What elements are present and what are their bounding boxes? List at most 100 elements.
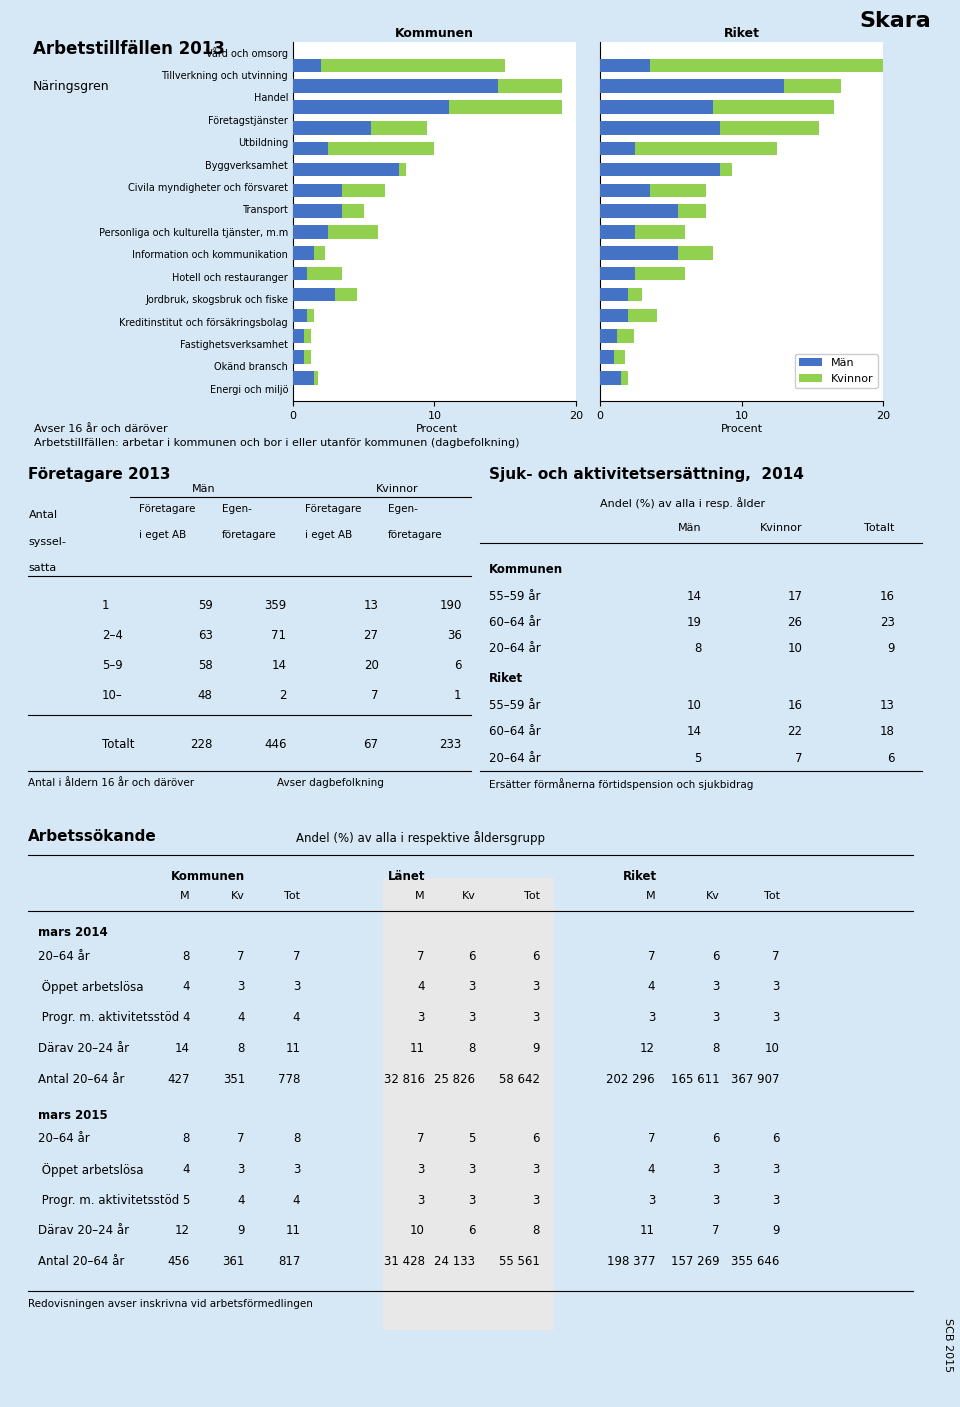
Text: Därav 20–24 år: Därav 20–24 år [37,1224,129,1237]
Text: 3: 3 [772,1193,780,1207]
Text: 3: 3 [418,1012,424,1024]
Bar [399,163,406,176]
Text: M: M [415,891,424,900]
Text: Antal i åldern 16 år och däröver: Antal i åldern 16 år och däröver [29,778,195,788]
Bar [628,288,642,301]
Text: 8: 8 [182,1131,190,1145]
Text: Arbetssökande: Arbetssökande [29,829,157,844]
Text: Kvinnor: Kvinnor [760,523,803,533]
Text: 60–64 år: 60–64 år [490,616,541,629]
Bar [600,329,617,343]
Text: 2: 2 [279,689,286,702]
Bar [636,142,777,155]
Text: 3: 3 [238,981,245,993]
Text: 7: 7 [372,689,378,702]
Text: 6: 6 [712,950,720,962]
Text: 456: 456 [167,1255,190,1268]
Text: Civila myndigheter och försvaret: Civila myndigheter och försvaret [128,183,288,193]
Bar [293,59,321,72]
Text: 16: 16 [787,699,803,712]
Text: Arbetstillfällen 2013: Arbetstillfällen 2013 [33,41,225,58]
Text: 58: 58 [198,658,213,673]
Bar [314,246,325,260]
Text: 202 296: 202 296 [607,1074,655,1086]
Text: 8: 8 [533,1224,540,1237]
Text: 11: 11 [640,1224,655,1237]
Text: Antal: Antal [29,511,58,521]
Text: Utbildning: Utbildning [238,138,288,148]
Text: 778: 778 [277,1074,300,1086]
Text: 228: 228 [190,739,213,751]
Text: 10: 10 [788,643,803,656]
Text: Andel (%) av alla i resp. ålder: Andel (%) av alla i resp. ålder [600,497,765,509]
Text: 31 428: 31 428 [384,1255,424,1268]
Text: 3: 3 [772,1162,780,1176]
Text: 13: 13 [880,699,895,712]
Text: 13: 13 [364,599,378,612]
Text: 1: 1 [454,689,462,702]
Text: 55 561: 55 561 [499,1255,540,1268]
Text: Kvinnor: Kvinnor [375,484,419,494]
Text: Personliga och kulturella tjänster, m.m: Personliga och kulturella tjänster, m.m [99,228,288,238]
Text: 4: 4 [237,1193,245,1207]
Text: Information och kommunikation: Information och kommunikation [132,250,288,260]
Text: 3: 3 [468,1012,475,1024]
Text: Män: Män [678,523,701,533]
Text: 10: 10 [686,699,701,712]
Bar [600,225,636,239]
Text: 20–64 år: 20–64 år [490,643,541,656]
Text: 63: 63 [198,629,213,642]
Bar [600,371,621,384]
Text: Kommunen: Kommunen [490,563,564,575]
Text: Företagare 2013: Företagare 2013 [29,467,171,483]
Text: Länet: Länet [388,870,425,884]
Text: 361: 361 [223,1255,245,1268]
Text: 4: 4 [237,1012,245,1024]
Text: 59: 59 [198,599,213,612]
Bar [600,267,636,280]
Text: 355 646: 355 646 [732,1255,780,1268]
Text: 3: 3 [533,1162,540,1176]
Text: 7: 7 [648,1131,655,1145]
Text: 6: 6 [468,950,475,962]
Bar [383,878,554,1330]
Text: 5: 5 [694,751,701,764]
Text: 7: 7 [418,950,424,962]
Bar [328,225,377,239]
Text: Företagstjänster: Företagstjänster [208,115,288,125]
Text: 190: 190 [439,599,462,612]
Text: 10: 10 [410,1224,424,1237]
Text: 3: 3 [648,1012,655,1024]
Bar [343,183,385,197]
Bar [600,79,784,93]
Text: 20–64 år: 20–64 år [37,1131,89,1145]
Text: 5–9: 5–9 [102,658,123,673]
Bar [304,350,311,364]
Text: 3: 3 [418,1162,424,1176]
Text: 19: 19 [686,616,701,629]
Bar [600,308,628,322]
Text: M: M [180,891,190,900]
Text: 26: 26 [787,616,803,629]
Text: 14: 14 [272,658,286,673]
Text: 4: 4 [648,1162,655,1176]
Text: 3: 3 [712,1193,720,1207]
Text: 5: 5 [468,1131,475,1145]
Text: 17: 17 [787,590,803,602]
Text: 9: 9 [237,1224,245,1237]
Text: 7: 7 [237,1131,245,1145]
Text: Näringsgren: Näringsgren [33,80,109,93]
Text: 14: 14 [686,590,701,602]
Text: 25 826: 25 826 [434,1074,475,1086]
Text: 18: 18 [880,725,895,739]
Text: Ersätter förmånerna förtidspension och sjukbidrag: Ersätter förmånerna förtidspension och s… [490,778,754,789]
Text: 12: 12 [640,1043,655,1055]
Text: 3: 3 [533,1193,540,1207]
Text: 4: 4 [293,1193,300,1207]
Text: 4: 4 [182,981,190,993]
Text: Avser 16 år och däröver: Avser 16 år och däröver [34,424,167,433]
Text: Kv: Kv [462,891,475,900]
Text: satta: satta [29,563,57,573]
Text: Kreditinstitut och försäkringsbolag: Kreditinstitut och försäkringsbolag [119,318,288,328]
Text: 22: 22 [787,725,803,739]
